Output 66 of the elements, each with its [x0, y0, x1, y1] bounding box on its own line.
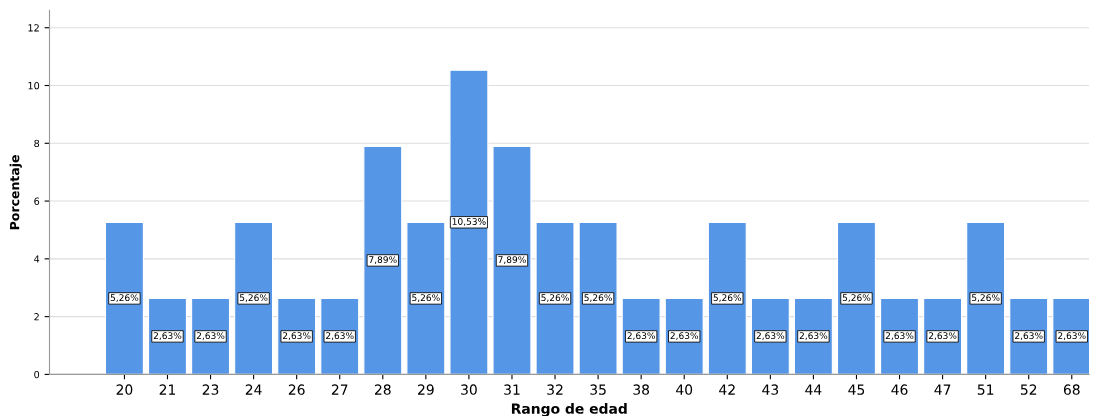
data-label: 7,89%: [369, 256, 397, 264]
data-label: 5,26%: [412, 294, 440, 302]
data-label: 2,63%: [885, 332, 914, 340]
y-tick-label: 10: [28, 81, 40, 90]
bar: [836, 221, 876, 375]
data-label: 5,26%: [239, 294, 268, 302]
data-label: 2,63%: [799, 332, 828, 340]
bar: [104, 221, 144, 375]
data-label: 5,26%: [713, 294, 742, 302]
x-tick-label: 38: [633, 384, 650, 395]
data-label: 5,26%: [541, 294, 569, 302]
bar: [234, 221, 274, 375]
x-tick-label: 68: [1063, 384, 1080, 395]
x-tick-label: 30: [461, 384, 477, 395]
y-axis-title: Porcentaje: [9, 155, 22, 230]
data-label: 2,63%: [196, 332, 225, 340]
bar: [406, 221, 446, 375]
y-tick-label: 2: [34, 313, 39, 321]
bar: [449, 69, 489, 375]
x-tick-label: 44: [805, 384, 822, 395]
x-tick-label: 21: [159, 384, 176, 395]
data-label: 5,26%: [842, 294, 871, 302]
x-tick-label: 29: [418, 384, 434, 395]
x-tick-label: 45: [848, 384, 865, 395]
data-label: 10,53%: [452, 218, 486, 226]
y-tick-label: 0: [34, 370, 40, 379]
data-label: 2,63%: [756, 332, 785, 340]
bar: [492, 145, 532, 375]
data-label: 5,26%: [972, 294, 1000, 302]
x-tick-label: 26: [288, 384, 305, 395]
data-label: 2,63%: [670, 332, 699, 340]
x-tick-label: 35: [590, 384, 606, 395]
x-tick-label: 43: [762, 384, 779, 395]
x-tick-label: 32: [547, 384, 563, 395]
y-tick-label: 4: [34, 255, 40, 263]
bar: [966, 221, 1006, 375]
bar: [363, 145, 403, 375]
x-tick-label: 42: [719, 384, 735, 395]
x-tick-label: 46: [891, 384, 908, 395]
x-tick-label: 51: [977, 384, 994, 395]
data-label: 5,26%: [584, 294, 612, 302]
x-tick-label: 47: [934, 384, 951, 395]
x-tick-label: 27: [331, 384, 348, 395]
data-label: 2,63%: [928, 332, 957, 340]
data-label: 2,63%: [326, 332, 354, 340]
bar: [535, 221, 575, 375]
x-tick-label: 31: [504, 384, 520, 395]
data-label: 5,26%: [110, 294, 139, 302]
data-label: 2,63%: [1015, 332, 1043, 340]
y-tick-label: 12: [28, 24, 39, 32]
data-label: 2,63%: [282, 332, 311, 340]
data-label: 2,63%: [1058, 332, 1086, 340]
x-tick-label: 24: [245, 384, 262, 395]
data-label: 2,63%: [153, 332, 182, 340]
bar: [707, 221, 747, 375]
y-tick-label: 6: [34, 197, 40, 205]
y-tick-label: 8: [34, 139, 40, 148]
x-tick-label: 40: [676, 384, 693, 395]
x-tick-label: 52: [1020, 384, 1037, 395]
data-label: 7,89%: [498, 256, 526, 264]
x-tick-label: 23: [202, 384, 219, 395]
x-tick-label: 20: [116, 384, 133, 395]
data-label: 2,63%: [627, 332, 655, 340]
x-axis-title: Rango de edad: [511, 403, 627, 416]
x-tick-label: 28: [374, 384, 391, 395]
bar: [578, 221, 618, 375]
